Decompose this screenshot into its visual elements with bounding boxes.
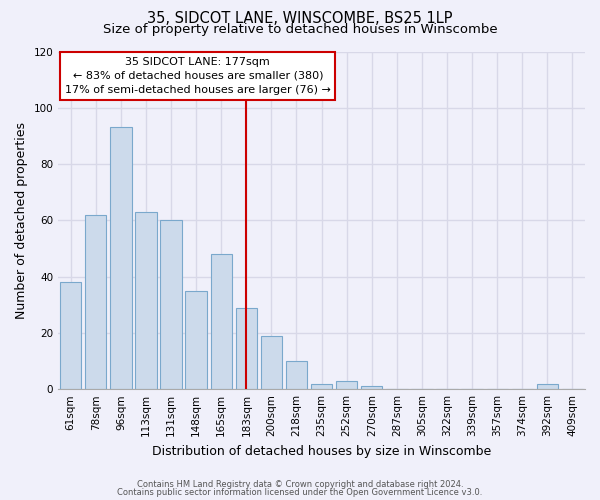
Bar	[286, 361, 307, 389]
Text: 35 SIDCOT LANE: 177sqm
← 83% of detached houses are smaller (380)
17% of semi-de: 35 SIDCOT LANE: 177sqm ← 83% of detached…	[65, 56, 331, 96]
Bar	[160, 220, 182, 389]
Bar	[261, 336, 282, 389]
Bar	[311, 384, 332, 389]
Bar	[85, 214, 106, 389]
Text: 35, SIDCOT LANE, WINSCOMBE, BS25 1LP: 35, SIDCOT LANE, WINSCOMBE, BS25 1LP	[147, 11, 453, 26]
Bar	[236, 308, 257, 389]
Bar	[361, 386, 382, 389]
Bar	[336, 380, 358, 389]
Text: Size of property relative to detached houses in Winscombe: Size of property relative to detached ho…	[103, 22, 497, 36]
Y-axis label: Number of detached properties: Number of detached properties	[15, 122, 28, 319]
Bar	[136, 212, 157, 389]
Bar	[110, 128, 131, 389]
Bar	[537, 384, 558, 389]
Text: Contains public sector information licensed under the Open Government Licence v3: Contains public sector information licen…	[118, 488, 482, 497]
X-axis label: Distribution of detached houses by size in Winscombe: Distribution of detached houses by size …	[152, 444, 491, 458]
Bar	[60, 282, 82, 389]
Text: Contains HM Land Registry data © Crown copyright and database right 2024.: Contains HM Land Registry data © Crown c…	[137, 480, 463, 489]
Bar	[211, 254, 232, 389]
Bar	[185, 290, 207, 389]
